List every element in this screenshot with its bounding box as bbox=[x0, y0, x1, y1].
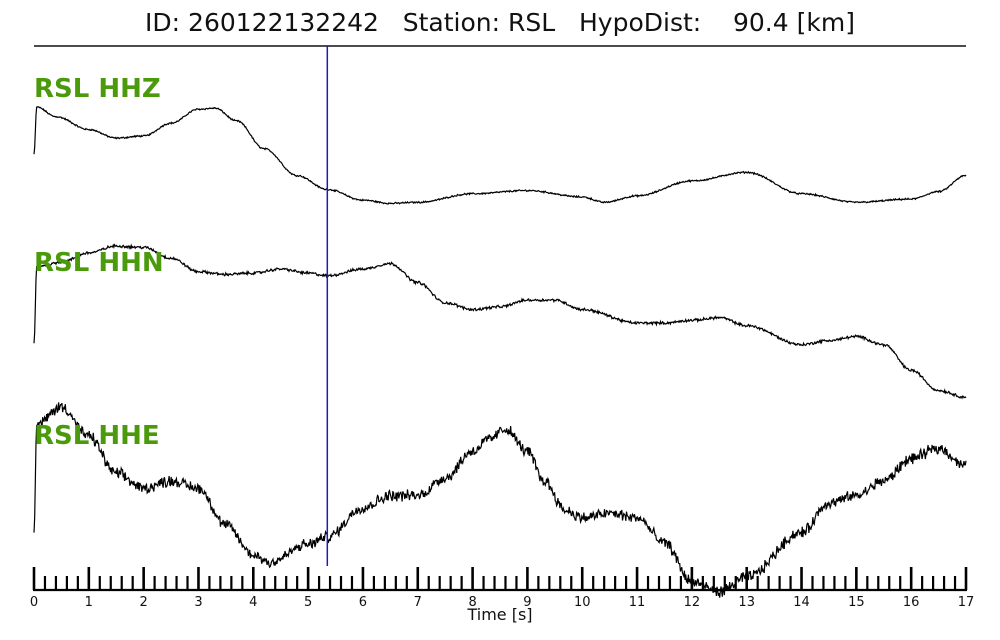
x-tick-label: 13 bbox=[738, 595, 755, 610]
x-tick-label: 14 bbox=[793, 595, 810, 610]
trace-rsl-hhz bbox=[33, 106, 967, 205]
x-tick-label: 10 bbox=[574, 595, 591, 610]
x-tick-label: 2 bbox=[140, 595, 148, 610]
x-tick-label: 5 bbox=[304, 595, 312, 610]
x-tick-label: 3 bbox=[194, 595, 202, 610]
x-tick-label: 4 bbox=[249, 595, 257, 610]
channel-label-hhe: RSL HHE bbox=[34, 421, 160, 451]
x-tick-label: 17 bbox=[958, 595, 975, 610]
x-tick-label: 15 bbox=[848, 595, 865, 610]
channel-label-hhn: RSL HHN bbox=[34, 248, 164, 278]
x-tick-label: 8 bbox=[468, 595, 476, 610]
traces-group bbox=[33, 106, 967, 598]
time-axis: 0 1 2 3 4 5 6 7 8 9 10 11 12 13 14 15 16 17 bbox=[30, 567, 974, 610]
channel-label-hhz: RSL HHZ bbox=[34, 74, 161, 104]
x-tick-label: 9 bbox=[523, 595, 531, 610]
x-tick-label: 6 bbox=[359, 595, 367, 610]
x-tick-label: 11 bbox=[629, 595, 646, 610]
chart-title: ID: 260122132242 Station: RSL HypoDist: … bbox=[145, 8, 855, 37]
x-tick-label: 16 bbox=[903, 595, 920, 610]
x-axis-label: Time [s] bbox=[467, 605, 533, 624]
x-tick-label: 7 bbox=[414, 595, 422, 610]
x-tick-label: 1 bbox=[85, 595, 93, 610]
x-tick-label: 12 bbox=[684, 595, 701, 610]
trace-rsl-hhe bbox=[33, 402, 967, 598]
trace-rsl-hhn bbox=[33, 243, 967, 400]
x-tick-label: 0 bbox=[30, 595, 38, 610]
